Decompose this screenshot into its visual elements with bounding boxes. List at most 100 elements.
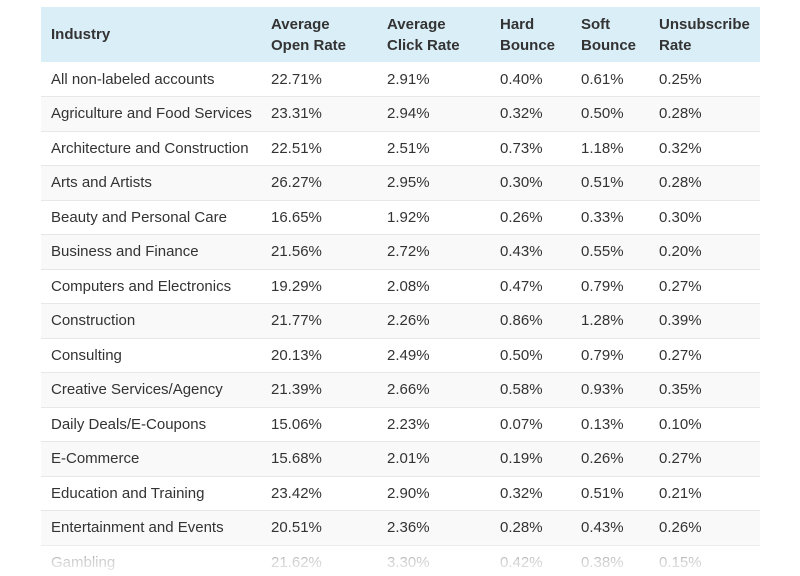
table-row: Entertainment and Events 20.51% 2.36% 0.28%… <box>41 510 760 545</box>
open-rate-cell: 19.29% <box>271 277 322 295</box>
hard-bounce-cell: 0.42% <box>500 553 543 571</box>
industry-cell: Creative Services/Agency <box>51 381 223 399</box>
hard-bounce-cell: 0.32% <box>500 484 543 502</box>
click-rate-cell: 2.94% <box>387 105 430 123</box>
unsubscribe-rate-cell: 0.35% <box>659 381 702 399</box>
industry-cell: Architecture and Construction <box>51 139 249 157</box>
soft-bounce-cell: 1.28% <box>581 312 624 330</box>
hard-bounce-cell: 0.32% <box>500 105 543 123</box>
open-rate-cell: 15.68% <box>271 450 322 468</box>
table-row: Gambling 21.62% 3.30% 0.42% 0.38% 0.15% <box>41 545 760 576</box>
soft-bounce-cell: 0.33% <box>581 208 624 226</box>
industry-cell: All non-labeled accounts <box>51 70 215 88</box>
table-row: Creative Services/Agency 21.39% 2.66% 0.58%… <box>41 372 760 407</box>
hard-bounce-cell: 0.28% <box>500 519 543 537</box>
open-rate-cell: 20.51% <box>271 519 322 537</box>
open-rate-cell: 23.31% <box>271 105 322 123</box>
column-header-unsubscribe-rate: Unsubscribe Rate <box>659 15 750 54</box>
click-rate-cell: 2.72% <box>387 243 430 261</box>
hard-bounce-cell: 0.86% <box>500 312 543 330</box>
click-rate-cell: 2.26% <box>387 312 430 330</box>
soft-bounce-cell: 0.43% <box>581 519 624 537</box>
unsubscribe-rate-cell: 0.21% <box>659 484 702 502</box>
unsubscribe-rate-cell: 0.28% <box>659 174 702 192</box>
unsubscribe-rate-cell: 0.27% <box>659 450 702 468</box>
column-header-soft-bounce: Soft Bounce <box>581 15 637 54</box>
click-rate-cell: 1.92% <box>387 208 430 226</box>
hard-bounce-cell: 0.50% <box>500 346 543 364</box>
open-rate-cell: 21.77% <box>271 312 322 330</box>
hard-bounce-cell: 0.40% <box>500 70 543 88</box>
soft-bounce-cell: 0.79% <box>581 277 624 295</box>
open-rate-cell: 21.62% <box>271 553 322 571</box>
hard-bounce-cell: 0.19% <box>500 450 543 468</box>
industry-cell: Beauty and Personal Care <box>51 208 227 226</box>
table-row: Daily Deals/E-Coupons 15.06% 2.23% 0.07% 0.1… <box>41 407 760 442</box>
industry-cell: Entertainment and Events <box>51 519 224 537</box>
table-row: Arts and Artists 26.27% 2.95% 0.30% 0.51% 0.2… <box>41 165 760 200</box>
soft-bounce-cell: 0.13% <box>581 415 624 433</box>
click-rate-cell: 2.90% <box>387 484 430 502</box>
industry-cell: Computers and Electronics <box>51 277 232 295</box>
open-rate-cell: 20.13% <box>271 346 322 364</box>
unsubscribe-rate-cell: 0.20% <box>659 243 702 261</box>
industry-cell: Consulting <box>51 346 122 364</box>
soft-bounce-cell: 1.18% <box>581 139 624 157</box>
click-rate-cell: 3.30% <box>387 553 430 571</box>
column-header-average-open-rate: Average Open Rate <box>271 15 347 54</box>
soft-bounce-cell: 0.51% <box>581 484 624 502</box>
unsubscribe-rate-cell: 0.39% <box>659 312 702 330</box>
soft-bounce-cell: 0.51% <box>581 174 624 192</box>
industry-cell: Business and Finance <box>51 243 199 261</box>
unsubscribe-rate-cell: 0.26% <box>659 519 702 537</box>
table-row: Business and Finance 21.56% 2.72% 0.43% 0.55… <box>41 234 760 269</box>
hard-bounce-cell: 0.43% <box>500 243 543 261</box>
unsubscribe-rate-cell: 0.15% <box>659 553 702 571</box>
soft-bounce-cell: 0.61% <box>581 70 624 88</box>
hard-bounce-cell: 0.07% <box>500 415 543 433</box>
click-rate-cell: 2.23% <box>387 415 430 433</box>
industry-cell: Construction <box>51 312 136 330</box>
unsubscribe-rate-cell: 0.10% <box>659 415 702 433</box>
industry-cell: Education and Training <box>51 484 205 502</box>
hard-bounce-cell: 0.47% <box>500 277 543 295</box>
open-rate-cell: 22.71% <box>271 70 322 88</box>
unsubscribe-rate-cell: 0.27% <box>659 346 702 364</box>
click-rate-cell: 2.66% <box>387 381 430 399</box>
soft-bounce-cell: 0.93% <box>581 381 624 399</box>
unsubscribe-rate-cell: 0.28% <box>659 105 702 123</box>
hard-bounce-cell: 0.58% <box>500 381 543 399</box>
open-rate-cell: 26.27% <box>271 174 322 192</box>
soft-bounce-cell: 0.26% <box>581 450 624 468</box>
industry-cell: Agriculture and Food Services <box>51 105 252 123</box>
soft-bounce-cell: 0.55% <box>581 243 624 261</box>
email-benchmarks-table: Industry Average Open Rate Average Click… <box>41 7 760 576</box>
email-benchmarks-table-container: Industry Average Open Rate Average Click… <box>41 7 760 576</box>
table-row: E-Commerce 15.68% 2.01% 0.19% 0.26% 0.27% <box>41 441 760 476</box>
unsubscribe-rate-cell: 0.32% <box>659 139 702 157</box>
hard-bounce-cell: 0.30% <box>500 174 543 192</box>
unsubscribe-rate-cell: 0.30% <box>659 208 702 226</box>
table-body: All non-labeled accounts 22.71% 2.91% 0.40%… <box>41 62 760 576</box>
soft-bounce-cell: 0.79% <box>581 346 624 364</box>
industry-cell: Gambling <box>51 553 116 571</box>
open-rate-cell: 21.39% <box>271 381 322 399</box>
click-rate-cell: 2.51% <box>387 139 430 157</box>
unsubscribe-rate-cell: 0.25% <box>659 70 702 88</box>
open-rate-cell: 22.51% <box>271 139 322 157</box>
table-row: Consulting 20.13% 2.49% 0.50% 0.79% 0.27% <box>41 338 760 373</box>
click-rate-cell: 2.95% <box>387 174 430 192</box>
table-row: Computers and Electronics 19.29% 2.08% 0.47… <box>41 269 760 304</box>
header-row: Industry Average Open Rate Average Click… <box>41 7 760 62</box>
hard-bounce-cell: 0.26% <box>500 208 543 226</box>
click-rate-cell: 2.49% <box>387 346 430 364</box>
table-row: All non-labeled accounts 22.71% 2.91% 0.40%… <box>41 62 760 97</box>
open-rate-cell: 21.56% <box>271 243 322 261</box>
industry-cell: Daily Deals/E-Coupons <box>51 415 207 433</box>
table-row: Construction 21.77% 2.26% 0.86% 1.28% 0.39% <box>41 303 760 338</box>
table-row: Architecture and Construction 22.51% 2.51%… <box>41 131 760 166</box>
table-row: Agriculture and Food Services 23.31% 2.94%… <box>41 96 760 131</box>
industry-cell: Arts and Artists <box>51 174 152 192</box>
hard-bounce-cell: 0.73% <box>500 139 543 157</box>
open-rate-cell: 16.65% <box>271 208 322 226</box>
